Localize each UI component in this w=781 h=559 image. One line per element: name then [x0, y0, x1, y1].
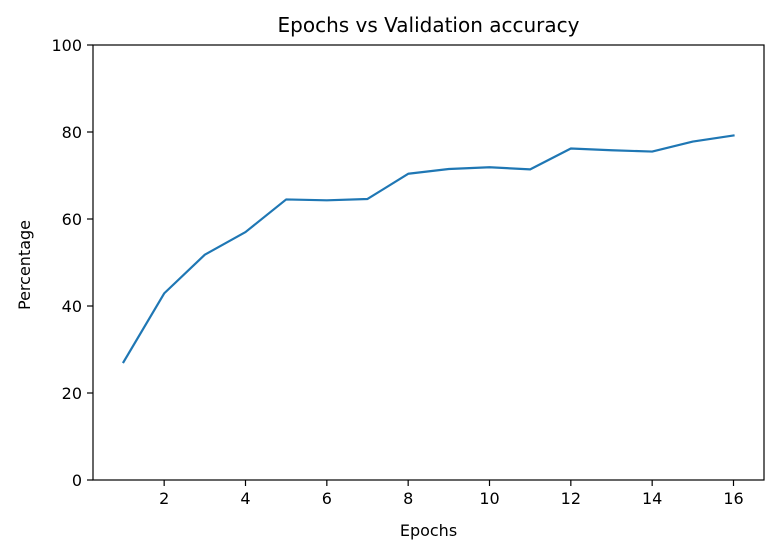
- y-tick-label: 20: [62, 384, 82, 403]
- y-axis-label: Percentage: [15, 220, 34, 310]
- series-line: [121, 134, 735, 364]
- y-tick-label: 40: [62, 297, 82, 316]
- y-tick-label: 100: [51, 36, 82, 55]
- x-tick-label: 14: [642, 489, 662, 508]
- series-layer: [121, 134, 735, 364]
- ticks-layer: 2 4 6 8 10 12 14 16 0 20 40 60 80 100: [51, 36, 743, 508]
- y-tick-label: 60: [62, 210, 82, 229]
- x-axis-label: Epochs: [400, 521, 457, 540]
- x-tick-label: 2: [159, 489, 169, 508]
- chart-title: Epochs vs Validation accuracy: [278, 13, 580, 37]
- y-tick-label: 0: [72, 471, 82, 490]
- x-tick-label: 12: [561, 489, 581, 508]
- plot-frame: [92, 44, 765, 481]
- x-tick-label: 10: [479, 489, 499, 508]
- y-tick-label: 80: [62, 123, 82, 142]
- x-tick-label: 16: [723, 489, 743, 508]
- x-tick-label: 6: [322, 489, 332, 508]
- x-tick-label: 8: [403, 489, 413, 508]
- x-tick-label: 4: [240, 489, 250, 508]
